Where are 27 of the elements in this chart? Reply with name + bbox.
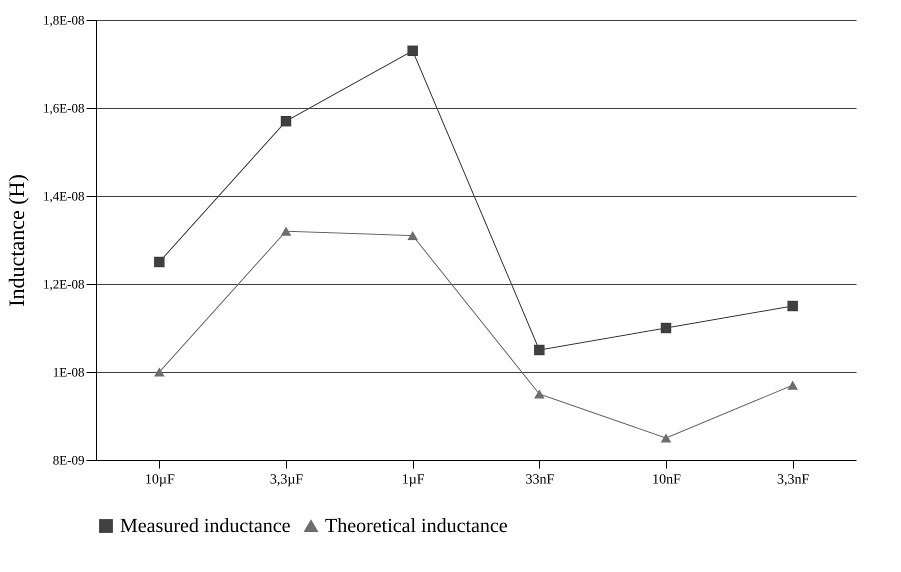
y-tick-label: 8E-09	[52, 452, 84, 468]
y-axis-title: Inductance (H)	[4, 174, 29, 307]
x-tick-label: 10nF	[652, 472, 682, 488]
point	[787, 300, 798, 312]
legend-label: Theoretical inductance	[325, 515, 508, 537]
x-tick-label: 3,3µF	[270, 472, 304, 488]
point	[407, 46, 418, 56]
x-tick-label: 33nF	[525, 472, 554, 488]
point	[660, 322, 672, 334]
point	[787, 380, 798, 390]
y-tick-label: 1,6E-08	[42, 100, 84, 116]
y-tick-label: 1,8E-08	[42, 12, 84, 28]
point	[154, 367, 165, 377]
point	[280, 226, 292, 236]
x-tick-label: 1µF	[402, 472, 425, 488]
legend-label: Measured inductance	[120, 515, 291, 537]
point	[154, 256, 165, 268]
point	[280, 116, 292, 126]
point	[407, 231, 418, 240]
x-tick-label: 10µF	[144, 472, 175, 488]
point	[660, 433, 672, 443]
y-tick-label: 1E-08	[52, 364, 84, 380]
y-tick-label: 1,2E-08	[42, 276, 84, 292]
point	[534, 389, 545, 399]
point	[534, 344, 545, 356]
x-tick-label: 3,3nF	[777, 472, 810, 488]
y-tick-label: 1,4E-08	[42, 188, 84, 204]
